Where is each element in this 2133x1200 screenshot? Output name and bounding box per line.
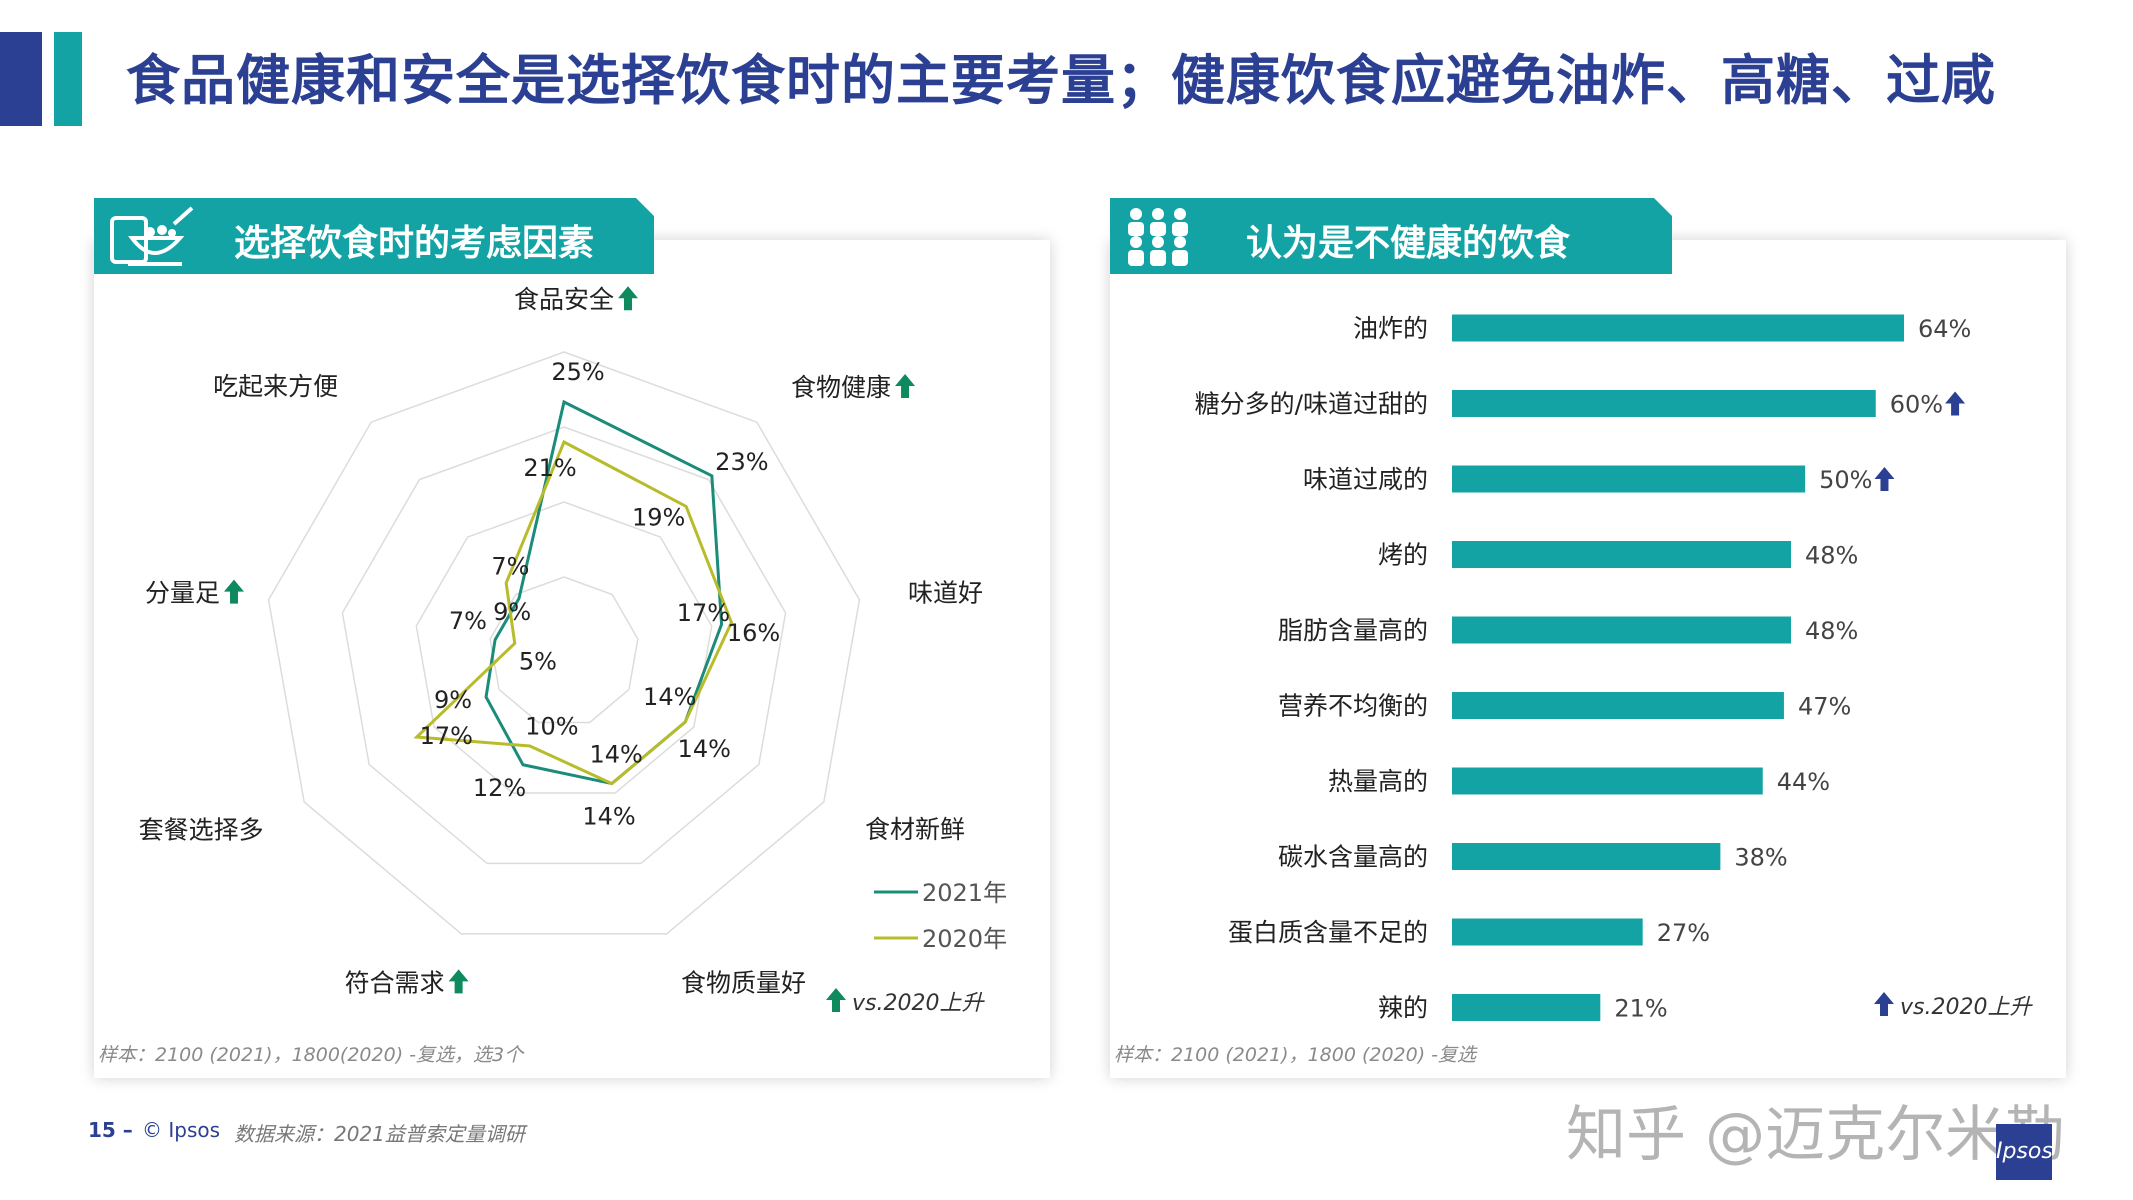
bar-category-label: 味道过咸的 xyxy=(1303,465,1428,494)
bar xyxy=(1452,314,1904,342)
bar-category-label: 碳水含量高的 xyxy=(1278,843,1428,872)
radar-grid-ring xyxy=(267,351,861,935)
bar-category-label: 热量高的 xyxy=(1328,767,1428,796)
people-group-icon xyxy=(1122,204,1206,270)
bar-category-label: 烤的 xyxy=(1378,541,1428,570)
page-number: 15 – xyxy=(88,1118,133,1142)
bar xyxy=(1452,692,1784,719)
radar-category-label: 食物质量好 xyxy=(681,968,806,997)
bar-chart: 油炸的 64% 糖分多的/味道过甜的 60% 味道过咸的 50% 烤的 48% 脂肪含量高的 48… xyxy=(1195,314,2034,1023)
bar-category-label: 脂肪含量高的 xyxy=(1278,616,1428,645)
left-panel-header: 选择饮食时的考虑因素 xyxy=(94,198,654,274)
up-arrow-icon xyxy=(1945,391,1966,416)
bar-value-label: 21% xyxy=(1614,995,1667,1023)
radar-value-label: 21% xyxy=(523,454,576,482)
radar-category-label: 吃起来方便 xyxy=(213,372,338,401)
radar-category-label: 分量足 xyxy=(145,579,220,608)
radar-value-label: 14% xyxy=(582,803,635,831)
right-panel-header: 认为是不健康的饮食 xyxy=(1110,198,1672,274)
title-accent-navy xyxy=(0,32,42,126)
up-arrow-icon xyxy=(618,286,639,311)
bar-value-label: 60% xyxy=(1890,391,1943,419)
page-title: 食品健康和安全是选择饮食时的主要考量；健康饮食应避免油炸、高糖、过咸 xyxy=(126,49,1996,112)
radar-category-label: 食材新鲜 xyxy=(865,815,965,844)
up-arrow-icon xyxy=(1874,467,1895,491)
bar-value-label: 27% xyxy=(1657,919,1710,947)
radar-value-label: 16% xyxy=(727,619,780,647)
radar-value-label: 9% xyxy=(434,686,472,714)
left-panel-heading: 选择饮食时的考虑因素 xyxy=(234,223,595,264)
radar-category-label: 食物健康 xyxy=(791,373,891,402)
radar-value-label: 7% xyxy=(491,552,529,580)
up-arrow-icon xyxy=(826,988,846,1012)
bar xyxy=(1452,843,1721,870)
radar-value-label: 17% xyxy=(420,722,473,750)
bar-category-label: 蛋白质含量不足的 xyxy=(1228,918,1428,947)
bar-value-label: 48% xyxy=(1805,617,1858,645)
radar-category-label: 味道好 xyxy=(908,579,983,608)
right-sample-note: 样本：2100 (2021)，1800 (2020) -复选 xyxy=(1114,1044,1477,1066)
radar-value-label: 5% xyxy=(519,648,557,676)
radar-value-label: 25% xyxy=(551,358,604,386)
radar-grid-ring xyxy=(341,426,787,865)
radar-value-label: 17% xyxy=(677,599,730,627)
ipsos-logo: Ipsos xyxy=(1996,1124,2053,1180)
bar-category-label: 辣的 xyxy=(1378,994,1428,1023)
bar-value-label: 47% xyxy=(1798,693,1851,721)
bar xyxy=(1452,994,1601,1021)
legend-label: 2021年 xyxy=(922,879,1007,907)
radar-category-label: 套餐选择多 xyxy=(139,816,264,845)
bar xyxy=(1452,918,1643,946)
up-arrow-icon xyxy=(895,374,916,399)
food-bowl-icon xyxy=(108,204,198,270)
radar-value-label: 14% xyxy=(678,735,731,763)
radar-value-label: 19% xyxy=(632,503,685,531)
footer-brand: © Ipsos xyxy=(142,1118,221,1142)
bar-category-label: 营养不均衡的 xyxy=(1278,692,1428,721)
left-sample-note: 样本：2100 (2021)，1800(2020) -复选，选3个 xyxy=(98,1044,524,1066)
radar-value-label: 9% xyxy=(493,598,531,626)
bar-chart-panel: 油炸的 64% 糖分多的/味道过甜的 60% 味道过咸的 50% 烤的 48% 脂肪含量高的 48… xyxy=(1110,240,2066,1078)
bar xyxy=(1452,390,1876,417)
bar xyxy=(1452,541,1791,568)
bar-value-label: 38% xyxy=(1734,844,1787,872)
radar-value-label: 10% xyxy=(525,712,578,740)
radar-value-label: 14% xyxy=(589,740,642,768)
radar-series-1 xyxy=(413,439,734,786)
radar-value-label: 23% xyxy=(715,448,768,476)
bar xyxy=(1452,767,1763,795)
radar-value-label: 12% xyxy=(473,774,526,802)
data-source: 数据来源：2021益普索定量调研 xyxy=(234,1122,525,1146)
radar-category-label: 食品安全 xyxy=(514,285,614,314)
bar-category-label: 糖分多的/味道过甜的 xyxy=(1195,390,1428,419)
radar-value-label: 7% xyxy=(449,607,487,635)
title-accent-teal xyxy=(54,32,82,126)
up-arrow-icon xyxy=(1874,992,1894,1016)
bar-value-label: 48% xyxy=(1805,542,1858,570)
radar-chart-panel: 食品安全食物健康味道好食材新鲜食物质量好 符合需求 套餐选择多 分量足 吃起来方便 25%… xyxy=(94,240,1050,1078)
right-panel-heading: 认为是不健康的饮食 xyxy=(1246,223,1571,264)
radar-category-label: 符合需求 xyxy=(345,968,445,997)
bar-category-label: 油炸的 xyxy=(1353,314,1428,343)
legend-label: 2020年 xyxy=(922,925,1007,953)
up-legend-label: vs.2020上升 xyxy=(1900,995,2033,1020)
up-arrow-icon xyxy=(223,579,244,604)
radar-series-0 xyxy=(484,399,724,786)
radar-value-label: 14% xyxy=(643,683,696,711)
up-legend-label: vs.2020上升 xyxy=(852,991,985,1016)
radar-grid-ring xyxy=(489,576,639,724)
bar-value-label: 44% xyxy=(1777,768,1830,796)
bar-value-label: 50% xyxy=(1819,466,1872,494)
watermark: 知乎 @迈克尔米勒 xyxy=(1566,1100,2066,1170)
radar-grid-ring xyxy=(415,501,713,794)
up-arrow-icon xyxy=(448,969,469,994)
bar-value-label: 64% xyxy=(1918,315,1971,343)
bar xyxy=(1452,465,1806,493)
bar xyxy=(1452,616,1791,644)
